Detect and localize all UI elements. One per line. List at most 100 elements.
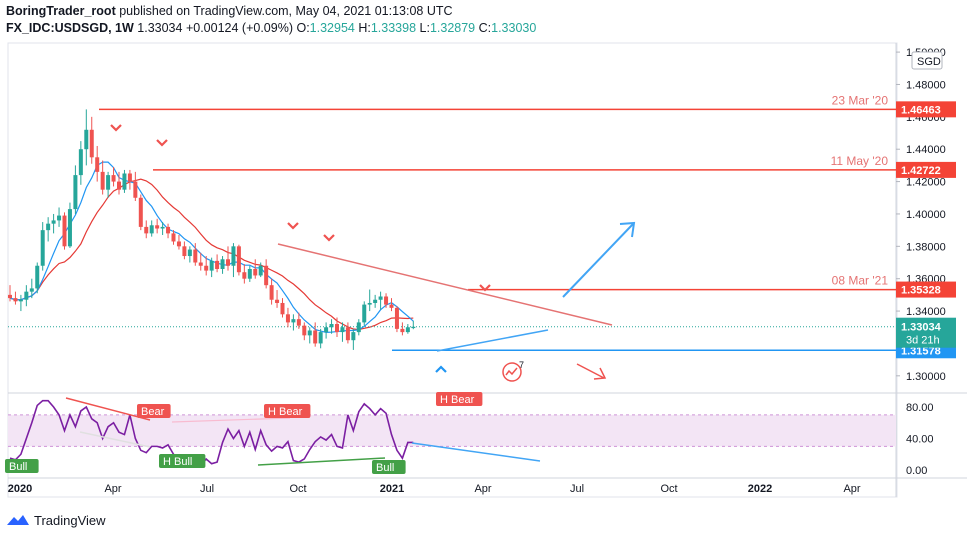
ohlc-line: FX_IDC:USDSGD, 1W 1.33034 +0.00124 (+0.0… [6,21,536,35]
candle-body [89,129,94,158]
candle-body [51,220,56,224]
candle-body [275,299,280,303]
candle-body [405,327,410,333]
candle-body [258,265,263,276]
swing-high-chevron [110,124,122,132]
divergence-label-bg [264,404,311,418]
candle-body [335,324,339,333]
currency-label: SGD [917,56,941,68]
candle-body [144,226,149,234]
candle-body [242,272,247,279]
candle-body [340,327,345,333]
candle-body [285,314,290,323]
high-label: H: [358,21,371,35]
divergence-line [79,431,151,448]
candle-body [253,268,258,276]
candle-body [313,330,318,344]
level-price-label: 1.46463 [901,104,941,116]
open-label: O: [296,21,310,35]
price-tick-label: 1.38000 [906,241,946,253]
divergence-line [257,457,386,466]
level-price-tag [896,281,956,298]
oscillator-tick-label: 80.00 [906,402,934,414]
oscillator-tick-label: 40.00 [906,434,934,446]
candle-body [362,304,367,323]
candle-body [127,173,132,182]
level-price-label: 1.35328 [901,285,941,297]
candle-body [182,246,187,257]
swing-high-chevron [156,139,168,147]
candle-body [78,149,83,176]
oscillator-band [8,414,896,447]
candle-body [318,332,323,344]
candle-body [389,304,394,308]
candle-body [166,226,171,234]
candle-body [269,285,274,300]
currency-badge [911,51,943,70]
time-tick-label: Oct [660,483,677,495]
divergence-line [411,442,541,462]
bearish-arrow [576,363,605,379]
candle-body [155,225,160,229]
candle-body [57,215,62,221]
time-tick-label: Apr [104,483,121,495]
symbol-label[interactable]: FX_IDC:USDSGD, 1W [6,21,134,35]
candle-body [24,291,29,300]
candle-body [226,259,230,266]
divergence-label-bg [137,404,171,418]
candle-body [193,249,198,263]
candle-body [209,260,214,271]
divergence-label-bg [436,392,483,406]
event-chart-icon [505,367,518,376]
swing-high-chevron [287,222,299,230]
candle-body [62,215,67,247]
price-tick-label: 1.34000 [906,306,946,318]
candle-body [236,246,241,273]
oscillator-line [9,399,414,467]
candle-body [198,262,203,266]
time-tick-label: Oct [289,483,306,495]
candle-body [329,324,334,328]
event-badge [502,362,522,382]
author-name[interactable]: BoringTrader_root [6,4,116,18]
divergence-line [171,417,291,423]
divergence-label: H Bear [440,394,475,406]
chart-header: BoringTrader_root published on TradingVi… [0,0,967,40]
candle-body [187,249,192,257]
candle-body [324,327,329,333]
candle-body [67,209,72,247]
time-tick-label: 2020 [8,483,32,495]
price-change: +0.00124 (+0.09%) [185,21,293,35]
price-tick-label: 1.40000 [906,209,946,221]
candle-body [13,298,18,302]
candle-body [95,157,100,172]
candle-body [138,197,143,227]
ma-fast-line [9,161,414,333]
candle-body [351,332,356,341]
candle-body [122,173,127,190]
candle-body [84,129,89,150]
low-value: 1.32879 [429,21,476,35]
divergence-label: H Bull [163,456,192,468]
divergence-label: H Bear [268,406,303,418]
ma-slow-line [9,178,414,331]
candle-body [8,294,12,299]
tradingview-brand[interactable]: TradingView [6,510,106,530]
candle-body [296,319,301,326]
plot-frame [7,42,898,498]
low-label: L: [419,21,430,35]
candle-body [220,259,225,269]
candle-body [378,296,383,300]
candle-body [411,326,416,329]
candle-body [400,328,405,333]
level-price-tag [896,101,956,118]
countdown-label: 3d 21h [906,335,940,347]
event-count: 7 [519,360,524,370]
candle-body [307,330,312,336]
candle-body [111,175,116,182]
divergence-label-bg [372,460,406,474]
candle-body [40,230,45,266]
level-price-tag [896,161,956,178]
candle-body [231,246,236,266]
